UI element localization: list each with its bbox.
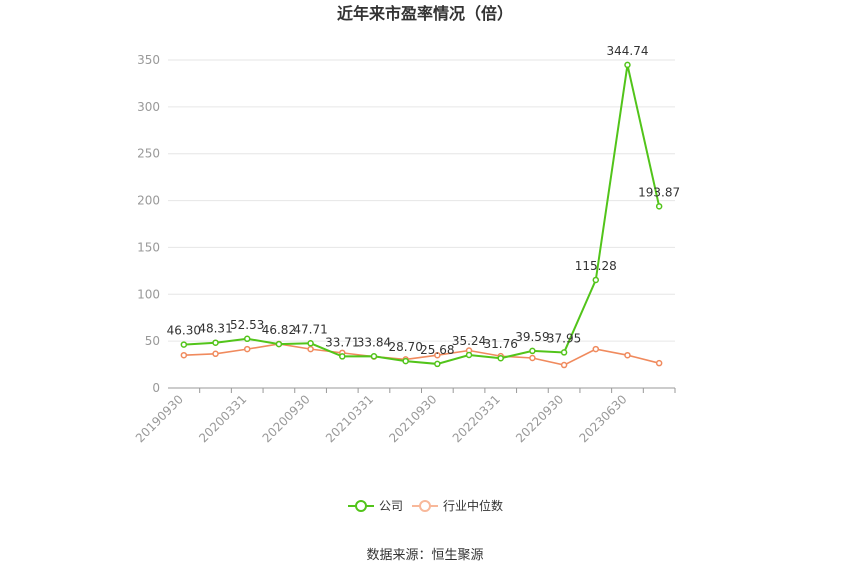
y-tick-label: 200 xyxy=(137,194,160,208)
company-data-point xyxy=(212,339,219,346)
company-data-point xyxy=(592,276,600,284)
company-data-point xyxy=(243,335,251,343)
company-data-point xyxy=(402,357,409,365)
x-tick-label: 20210930 xyxy=(386,392,439,445)
industry-median-data-point xyxy=(592,345,600,353)
company-data-label: 35.24 xyxy=(452,334,486,348)
company-data-label: 46.82 xyxy=(262,323,296,337)
company-data-label: 31.76 xyxy=(484,337,518,351)
company-data-label: 33.71 xyxy=(325,335,359,349)
company-data-point xyxy=(180,341,188,348)
legend-company-marker xyxy=(355,500,367,512)
x-tick-label: 20210331 xyxy=(323,392,376,445)
company-data-point xyxy=(624,61,631,69)
company-data-point xyxy=(370,353,378,360)
gridlines xyxy=(168,59,675,342)
company-data-label: 37.95 xyxy=(547,331,581,345)
y-tick-label: 50 xyxy=(145,334,160,348)
industry-median-data-point xyxy=(624,351,631,359)
company-data-label: 115.28 xyxy=(575,259,617,273)
industry-median-data-point xyxy=(307,345,314,353)
company-data-point xyxy=(497,354,504,362)
legend-item-company[interactable]: 公司 xyxy=(348,499,403,513)
company-data-label: 28.70 xyxy=(388,340,422,354)
y-tick-label: 100 xyxy=(137,287,160,301)
legend-industry-marker xyxy=(419,500,431,512)
y-tick-label: 150 xyxy=(137,240,160,254)
industry-median-data-point xyxy=(529,354,536,362)
data-labels: 46.3048.3152.5346.8247.7133.7133.8428.70… xyxy=(167,44,680,357)
company-data-point xyxy=(655,203,663,210)
company-data-point xyxy=(339,353,346,360)
company-data-point xyxy=(434,360,441,368)
industry-median-data-point xyxy=(180,351,188,359)
industry-median-series-line xyxy=(183,343,660,366)
company-data-label: 33.84 xyxy=(357,335,391,349)
y-tick-label: 350 xyxy=(137,53,160,67)
industry-median-data-point xyxy=(560,361,568,369)
company-data-point xyxy=(307,340,314,347)
x-tick-label: 20190930 xyxy=(133,392,186,445)
x-tick-label: 20220331 xyxy=(450,392,503,445)
x-axis: 20190930 20200331 20200930 20210331 20210930… xyxy=(133,387,676,445)
y-axis: 0 50 100 150 200 250 300 350 xyxy=(137,53,160,395)
legend: 公司 行业中位数 xyxy=(348,498,503,513)
company-data-point xyxy=(465,351,473,359)
legend-item-industry-median[interactable]: 行业中位数 xyxy=(412,498,503,513)
y-tick-label: 0 xyxy=(152,381,160,395)
company-data-point xyxy=(275,340,283,348)
y-tick-label: 300 xyxy=(137,100,160,114)
company-data-label: 344.74 xyxy=(606,44,648,58)
company-data-point xyxy=(560,349,568,356)
x-tick-label: 20200331 xyxy=(196,392,249,445)
x-tick-label: 20220930 xyxy=(513,392,566,445)
chart-title: 近年来市盈率情况（倍） xyxy=(337,4,513,23)
industry-median-data-point xyxy=(212,350,219,358)
company-series-line xyxy=(183,64,661,365)
company-data-label: 52.53 xyxy=(230,318,264,332)
company-data-label: 47.71 xyxy=(293,322,327,336)
industry-median-data-point xyxy=(243,345,251,353)
legend-industry-label: 行业中位数 xyxy=(443,498,503,513)
company-data-point xyxy=(529,347,536,355)
legend-company-label: 公司 xyxy=(379,499,403,513)
industry-median-data-point xyxy=(434,351,441,359)
x-tick-label: 20230630 xyxy=(577,392,630,445)
company-data-label: 193.87 xyxy=(638,185,680,199)
company-data-label: 39.59 xyxy=(515,330,549,344)
series-lines xyxy=(180,61,663,369)
y-tick-label: 250 xyxy=(137,147,160,161)
data-source: 数据来源：恒生聚源 xyxy=(366,548,483,563)
company-data-label: 46.30 xyxy=(167,324,201,338)
industry-median-data-point xyxy=(655,359,663,367)
x-tick-label: 20200930 xyxy=(260,392,313,445)
company-data-label: 25.68 xyxy=(420,343,454,357)
company-data-label: 48.31 xyxy=(198,322,232,336)
